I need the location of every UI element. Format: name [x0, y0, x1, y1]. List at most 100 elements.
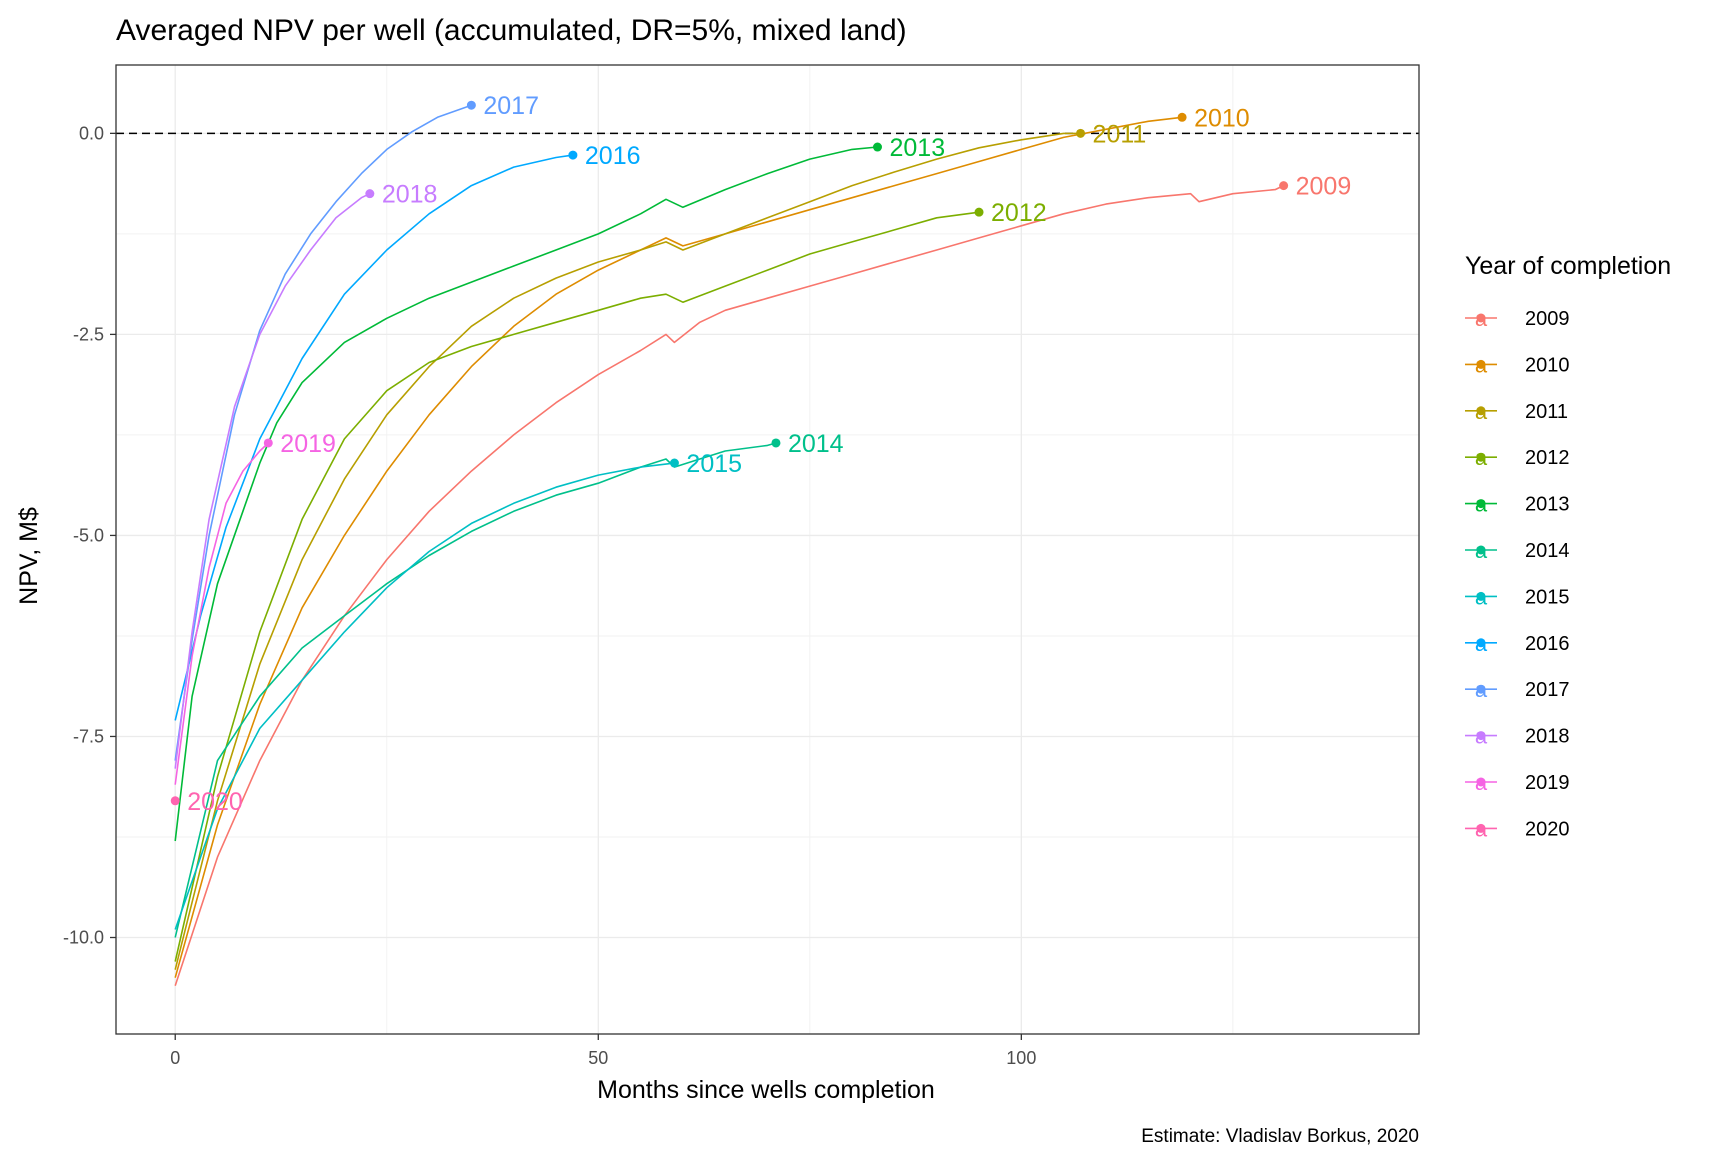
y-tick-label: -5.0: [73, 525, 104, 545]
series-endpoint-2013: [872, 142, 882, 152]
chart-title: Averaged NPV per well (accumulated, DR=5…: [116, 14, 907, 47]
series-end-label-2018: 2018: [382, 181, 438, 209]
series-end-label-2010: 2010: [1194, 104, 1250, 132]
series-end-labels: 2009 2010 2011 2012 2013 2014 2015 2016 2017 2018…: [187, 92, 1351, 816]
series-end-label-2013: 2013: [889, 134, 945, 162]
legend-key-glyph: a: [1475, 352, 1488, 377]
series-end-label-2019: 2019: [280, 430, 336, 458]
legend-key-point: [1476, 684, 1486, 694]
legend-item-2012: a 2012: [1465, 445, 1570, 470]
legend-key-glyph: a: [1475, 538, 1488, 563]
x-tick-label: 0: [170, 1048, 180, 1068]
series-line-2013: [174, 146, 878, 842]
legend-label: 2010: [1525, 354, 1570, 376]
legend-label: 2017: [1525, 679, 1570, 701]
legend-label: 2015: [1525, 586, 1570, 608]
series-endpoint-2012: [974, 207, 984, 217]
legend-key-glyph: a: [1475, 770, 1488, 795]
legend-label: 2019: [1525, 772, 1570, 794]
series-endpoint-2020: [170, 796, 180, 806]
legend-label: 2014: [1525, 540, 1570, 562]
series-end-label-2014: 2014: [788, 430, 844, 458]
legend-item-2016: a 2016: [1465, 631, 1570, 656]
y-axis-title: NPV, M$: [15, 507, 43, 605]
legend-item-2013: a 2013: [1465, 492, 1570, 517]
series-endpoint-2019: [263, 438, 273, 448]
series-end-label-2009: 2009: [1296, 173, 1352, 201]
y-tick-label: 0.0: [79, 123, 104, 143]
series-line-2011: [174, 132, 1081, 970]
series-end-label-2017: 2017: [483, 92, 539, 120]
series-lines: [170, 100, 1289, 987]
legend-label: 2013: [1525, 494, 1570, 516]
legend-key-glyph: a: [1475, 584, 1488, 609]
y-tick-label: -7.5: [73, 726, 104, 746]
legend-item-2018: a 2018: [1465, 724, 1570, 749]
legend-key-glyph: a: [1475, 816, 1488, 841]
series-line-2010: [174, 116, 1183, 978]
x-axis-ticks: 0 50 100: [170, 1034, 1036, 1068]
legend-key-glyph: a: [1475, 399, 1488, 424]
legend-item-2014: a 2014: [1465, 538, 1570, 563]
series-endpoint-2014: [771, 438, 781, 448]
legend-key-glyph: a: [1475, 631, 1488, 656]
legend-key-point: [1476, 406, 1486, 416]
series-endpoint-2011: [1076, 128, 1086, 138]
legend-item-2017: a 2017: [1465, 677, 1570, 702]
legend-item-2019: a 2019: [1465, 770, 1570, 795]
y-tick-label: -10.0: [63, 928, 104, 948]
series-endpoint-2016: [568, 150, 578, 160]
series-line-2014: [174, 442, 777, 938]
legend-key-point: [1476, 731, 1486, 741]
legend-item-2020: a 2020: [1465, 816, 1570, 841]
legend-label: 2009: [1525, 308, 1570, 330]
legend-key-point: [1476, 823, 1486, 833]
legend-key-point: [1476, 452, 1486, 462]
series-end-label-2016: 2016: [585, 142, 641, 170]
series-endpoint-2018: [365, 189, 375, 199]
legend-item-2015: a 2015: [1465, 584, 1570, 609]
legend-item-2011: a 2011: [1465, 399, 1568, 424]
legend-label: 2018: [1525, 726, 1570, 748]
x-tick-label: 50: [588, 1048, 608, 1068]
legend-label: 2011: [1525, 401, 1568, 423]
legend-key-glyph: a: [1475, 445, 1488, 470]
legend-items: a 2009 a 2010 a 2011 a 2012 a 2013 a 2014 a 2015 a 2016…: [1465, 306, 1570, 841]
legend-key-point: [1476, 359, 1486, 369]
legend-key-point: [1476, 638, 1486, 648]
legend-key-point: [1476, 777, 1486, 787]
legend-label: 2012: [1525, 447, 1570, 469]
legend-key-glyph: a: [1475, 492, 1488, 517]
legend-item-2010: a 2010: [1465, 352, 1570, 377]
chart-caption: Estimate: Vladislav Borkus, 2020: [1141, 1126, 1419, 1147]
legend-label: 2016: [1525, 633, 1570, 655]
series-end-label-2011: 2011: [1093, 120, 1147, 148]
y-axis-ticks: 0.0 -2.5 -5.0 -7.5 -10.0: [63, 123, 116, 948]
legend-label: 2020: [1525, 818, 1570, 840]
legend-key-glyph: a: [1475, 306, 1488, 331]
legend-key-glyph: a: [1475, 677, 1488, 702]
series-line-2019: [174, 442, 269, 785]
gridlines: [116, 65, 1419, 1034]
series-line-2009: [174, 184, 1284, 987]
y-tick-label: -2.5: [73, 324, 104, 344]
series-line-2018: [174, 192, 371, 769]
series-line-2016: [174, 154, 574, 721]
legend-key-point: [1476, 545, 1486, 555]
series-end-label-2012: 2012: [991, 199, 1047, 227]
series-end-label-2015: 2015: [686, 450, 742, 478]
plot-panel-border: [115, 64, 1420, 1035]
series-endpoint-2015: [669, 458, 679, 468]
legend-key-point: [1476, 499, 1486, 509]
x-tick-label: 100: [1006, 1048, 1036, 1068]
series-endpoint-2010: [1177, 112, 1187, 122]
legend-title: Year of completion: [1465, 252, 1671, 280]
series-line-2017: [174, 104, 472, 761]
series-line-2015: [174, 462, 675, 930]
legend-key-point: [1476, 313, 1486, 323]
legend-key-point: [1476, 591, 1486, 601]
legend-key-glyph: a: [1475, 724, 1488, 749]
legend-item-2009: a 2009: [1465, 306, 1570, 331]
